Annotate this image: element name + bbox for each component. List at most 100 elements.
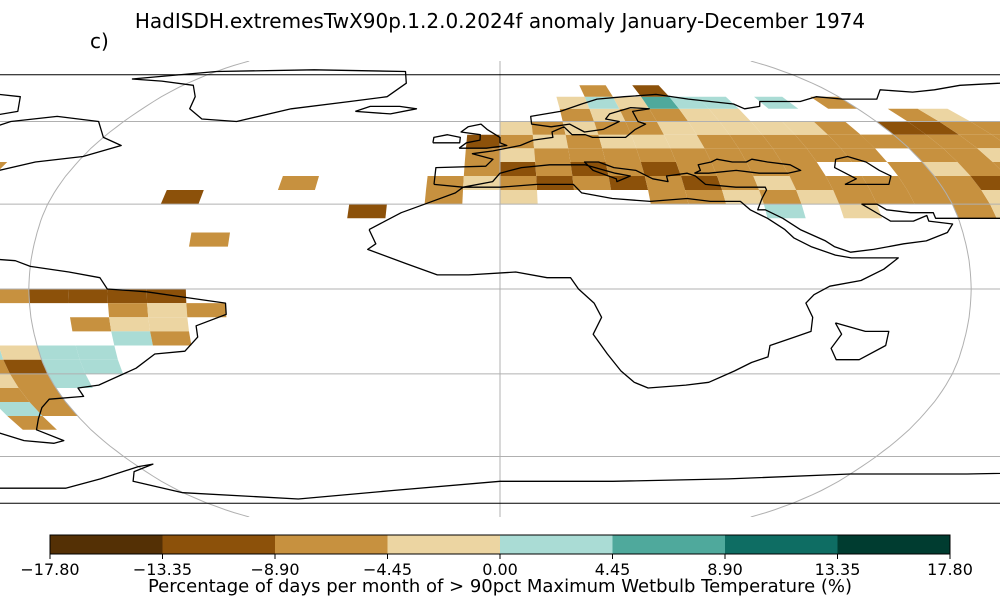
grid-cell xyxy=(648,190,689,205)
colorbar-segment xyxy=(162,535,275,554)
colorbar-segment xyxy=(387,535,500,554)
grid-cell xyxy=(41,359,86,374)
world-map xyxy=(0,61,1000,517)
meridian-line xyxy=(750,61,972,517)
grid-cell xyxy=(463,162,500,176)
coastline xyxy=(355,105,418,115)
grid-cell xyxy=(977,148,1000,162)
grid-cell xyxy=(717,176,760,190)
colorbar-segment xyxy=(500,535,613,554)
grid-cell xyxy=(602,148,641,162)
colorbar-segment xyxy=(275,535,388,554)
grid-cell xyxy=(535,162,573,176)
coastline xyxy=(367,183,899,389)
coastline xyxy=(433,108,1000,286)
grid-cell xyxy=(9,373,56,388)
coastline xyxy=(433,78,1000,185)
grid-cell xyxy=(782,121,828,135)
grid-cell xyxy=(676,162,718,176)
grid-cell xyxy=(7,416,57,430)
grid-cell xyxy=(754,96,799,109)
grid-cell xyxy=(111,331,153,346)
grid-cell xyxy=(970,121,1000,135)
grid-cell xyxy=(696,134,739,149)
grid-cell xyxy=(559,108,595,122)
grid-cell xyxy=(952,204,997,219)
grid-cell xyxy=(679,108,720,122)
grid-cell xyxy=(107,289,148,304)
colorbar-segment xyxy=(837,535,950,554)
graticule xyxy=(0,61,1000,517)
grid-cell xyxy=(594,121,632,135)
grid-cell xyxy=(753,176,797,190)
grid-cell xyxy=(277,176,319,190)
grid-cell xyxy=(572,176,612,190)
grid-cell xyxy=(636,148,676,162)
meridian-line xyxy=(28,61,250,517)
grid-cell xyxy=(772,148,817,162)
grid-cell xyxy=(887,162,935,176)
grid-cell xyxy=(959,134,1000,149)
grid-cell xyxy=(146,289,187,304)
grid-cell xyxy=(347,204,387,219)
grid-cell xyxy=(641,96,679,109)
grid-cell xyxy=(640,162,681,176)
coastline xyxy=(0,91,122,268)
grid-cell xyxy=(463,176,500,190)
grid-cell xyxy=(656,121,697,135)
grid-cell xyxy=(833,190,877,205)
grid-cell xyxy=(893,134,944,149)
grid-cell xyxy=(939,121,992,135)
coastline xyxy=(131,69,407,123)
coastline xyxy=(830,322,890,361)
grid-cell xyxy=(532,134,569,149)
grid-cell xyxy=(150,331,192,346)
grid-cell xyxy=(632,85,670,97)
coastline xyxy=(0,463,1000,511)
grid-cell xyxy=(926,134,978,149)
grid-cell xyxy=(839,204,883,219)
grid-cell xyxy=(898,176,945,190)
colorbar-label: Percentage of days per month of > 90pct … xyxy=(147,576,853,597)
grid-cell xyxy=(625,121,664,135)
grid-cell xyxy=(943,148,993,162)
grid-cell xyxy=(876,121,927,135)
coastline xyxy=(694,158,802,174)
grid-cell xyxy=(664,134,705,149)
grid-cell xyxy=(107,303,149,318)
grid-cell xyxy=(813,121,861,135)
coastlines xyxy=(0,69,1000,511)
grid-cell xyxy=(827,134,875,149)
grid-cell xyxy=(729,134,773,149)
grid-cell xyxy=(917,108,971,122)
grid-cell xyxy=(612,96,650,109)
grid-cell xyxy=(763,204,806,219)
grid-cell xyxy=(70,317,112,332)
grid-cell xyxy=(981,190,1000,205)
coastline xyxy=(0,254,227,444)
colorbar-segment xyxy=(612,535,725,554)
map-title: HadISDH.extremesTwX90p.1.2.0.2024f anoma… xyxy=(134,9,866,33)
grid-cell xyxy=(186,303,227,318)
grid-cell xyxy=(47,373,93,388)
grid-cell xyxy=(759,190,802,205)
grid-cell xyxy=(750,121,796,135)
grid-cell xyxy=(28,289,69,304)
grid-cell xyxy=(619,108,657,122)
grid-cell xyxy=(762,134,807,149)
grid-cell xyxy=(426,176,464,190)
grid-cell xyxy=(75,345,118,360)
grid-cell xyxy=(579,85,613,97)
grid-cell xyxy=(922,162,971,176)
grid-cell xyxy=(688,121,730,135)
grid-cell xyxy=(160,190,204,205)
grid-cell xyxy=(148,317,189,332)
grid-cell xyxy=(0,345,42,360)
grid-cell xyxy=(109,317,151,332)
grid-cell xyxy=(565,134,603,149)
coastline xyxy=(432,134,461,144)
grid-cell xyxy=(534,148,571,162)
grid-cell xyxy=(909,148,958,162)
grid-cell xyxy=(189,232,230,247)
grid-cell xyxy=(670,148,712,162)
